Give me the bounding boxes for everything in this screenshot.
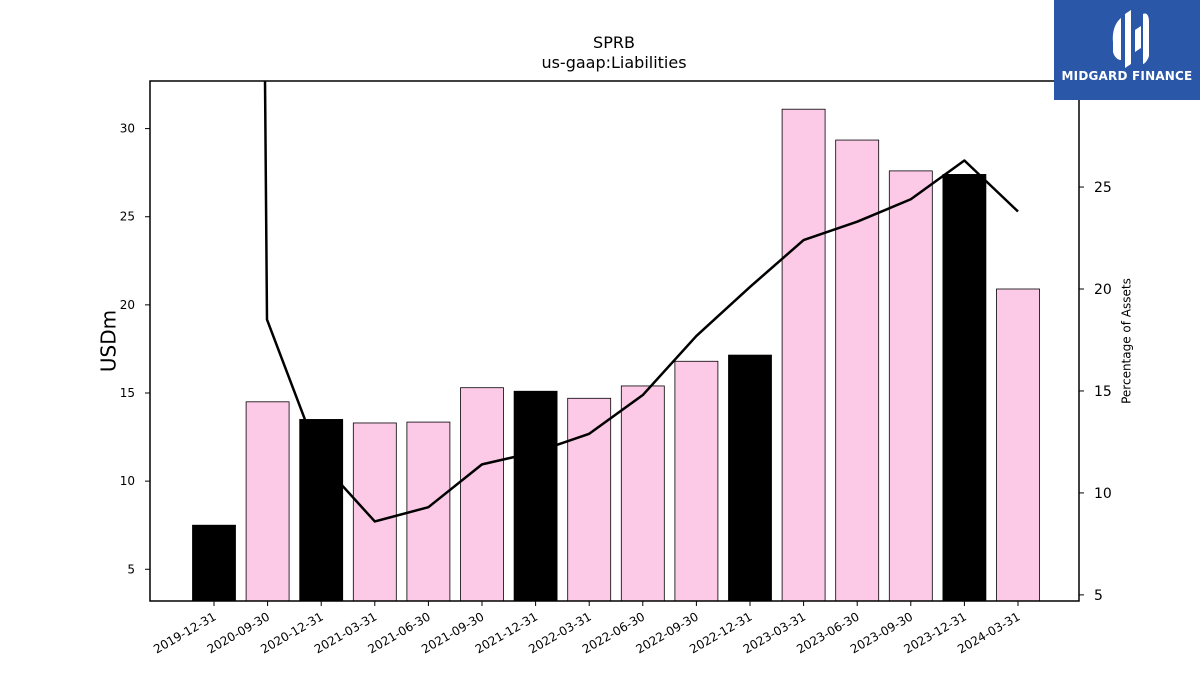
logo-text: MIDGARD FINANCE: [1061, 69, 1193, 83]
chart-subtitle: us-gaap:Liabilities: [541, 53, 686, 72]
bar: [567, 397, 612, 601]
bar: [299, 419, 344, 601]
midgard-finance-logo: MIDGARD FINANCE: [1054, 0, 1200, 100]
bar-series: [192, 108, 1040, 601]
bar: [352, 422, 397, 601]
bar: [728, 354, 772, 601]
y-tick-label: 10: [120, 474, 135, 488]
bar: [245, 401, 290, 601]
bar: [942, 174, 987, 601]
bar: [781, 108, 826, 601]
y2-axis: 5 10 15 20 25: [1079, 180, 1112, 604]
y2-tick-label: 20: [1094, 282, 1112, 298]
plot-frame: [149, 80, 1080, 602]
y2-tick-label: 25: [1094, 180, 1112, 196]
y2-tick-label: 15: [1094, 384, 1112, 400]
chart-title: SPRB: [593, 33, 635, 52]
bar: [835, 139, 880, 601]
bar: [888, 170, 933, 601]
logo-mark-icon: [1112, 10, 1149, 68]
y-tick-label: 25: [120, 210, 135, 224]
y2-axis-label: Percentage of Assets: [1120, 278, 1134, 404]
y-tick-label: 5: [127, 562, 135, 576]
bar: [996, 288, 1040, 601]
bar: [674, 360, 719, 601]
y-axis: 5 10 15 20 25 30: [120, 122, 150, 576]
y-tick-label: 30: [120, 122, 135, 136]
bar: [620, 385, 665, 601]
y-axis-label: USDm: [97, 310, 121, 372]
bar: [460, 387, 504, 601]
line-series: [263, 81, 1019, 523]
line-path: [263, 81, 1019, 523]
y2-tick-label: 5: [1094, 588, 1103, 604]
y2-tick-label: 10: [1094, 486, 1112, 502]
y-tick-label: 15: [120, 386, 135, 400]
bar: [192, 524, 236, 601]
bar: [513, 390, 558, 601]
y-tick-label: 20: [120, 298, 135, 312]
x-axis: 2019-12-312020-09-302020-12-312021-03-31…: [151, 601, 1023, 656]
